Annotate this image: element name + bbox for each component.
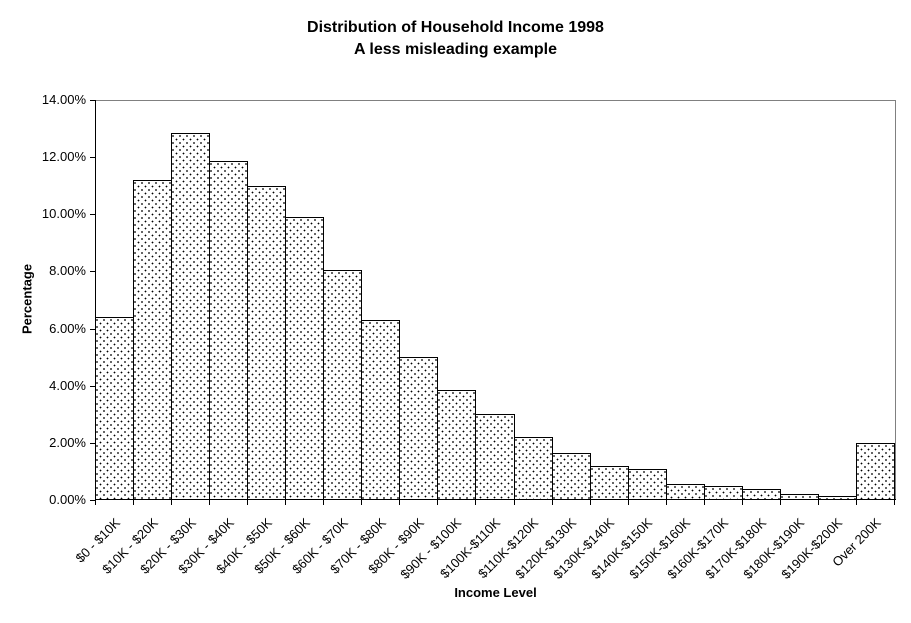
histogram-bar — [437, 390, 476, 500]
x-axis-line — [95, 499, 896, 500]
histogram-bar — [856, 443, 895, 500]
y-tick-label: 8.00% — [49, 263, 86, 278]
x-tick-mark — [590, 499, 591, 505]
x-tick-mark — [856, 499, 857, 505]
y-axis-line — [95, 100, 96, 500]
histogram-bar — [552, 453, 591, 500]
histogram-bar — [247, 186, 286, 500]
x-tick-mark — [209, 499, 210, 505]
y-tick-mark — [90, 443, 96, 444]
y-tick-mark — [90, 271, 96, 272]
histogram-bar — [704, 486, 743, 500]
histogram-bar — [133, 180, 172, 500]
histogram-bar — [171, 133, 210, 500]
histogram-bar — [95, 317, 134, 500]
histogram-bar — [666, 484, 705, 500]
x-tick-mark — [323, 499, 324, 505]
x-tick-mark — [894, 499, 895, 505]
x-tick-mark — [628, 499, 629, 505]
x-tick-mark — [704, 499, 705, 505]
x-axis-title: Income Level — [454, 585, 537, 600]
y-tick-label: 6.00% — [49, 321, 86, 336]
plot-border-right — [895, 100, 896, 500]
y-tick-label: 2.00% — [49, 435, 86, 450]
x-tick-mark — [437, 499, 438, 505]
y-tick-label: 4.00% — [49, 378, 86, 393]
y-tick-mark — [90, 157, 96, 158]
y-tick-mark — [90, 386, 96, 387]
x-tick-mark — [361, 499, 362, 505]
chart-title: Distribution of Household Income 1998 — [307, 19, 604, 36]
x-tick-mark — [285, 499, 286, 505]
x-tick-mark — [133, 499, 134, 505]
x-tick-mark — [818, 499, 819, 505]
x-tick-mark — [171, 499, 172, 505]
x-tick-mark — [780, 499, 781, 505]
y-tick-label: 12.00% — [41, 149, 86, 164]
histogram-bar — [399, 357, 438, 500]
chart-title-block: Distribution of Household Income 1998 A … — [0, 17, 911, 61]
y-tick-mark — [90, 329, 96, 330]
y-tick-mark — [90, 100, 96, 101]
y-tick-label: 10.00% — [41, 206, 86, 221]
x-tick-mark — [475, 499, 476, 505]
x-tick-mark — [666, 499, 667, 505]
histogram-bar — [323, 270, 362, 500]
plot-border-top — [95, 100, 896, 101]
histogram-bar — [209, 161, 248, 500]
y-tick-mark — [90, 500, 96, 501]
x-tick-mark — [742, 499, 743, 505]
histogram-bar — [475, 414, 515, 500]
x-tick-mark — [247, 499, 248, 505]
y-tick-mark — [90, 214, 96, 215]
histogram-bar — [514, 437, 553, 500]
x-tick-mark — [514, 499, 515, 505]
histogram-bar — [361, 320, 400, 500]
x-tick-mark — [399, 499, 400, 505]
y-tick-label: 0.00% — [49, 492, 86, 507]
y-tick-label: 14.00% — [41, 92, 86, 107]
chart-subtitle: A less misleading example — [353, 41, 558, 58]
x-tick-mark — [95, 499, 96, 505]
histogram-bar — [285, 217, 324, 500]
x-tick-mark — [552, 499, 553, 505]
histogram-bar — [590, 466, 629, 500]
histogram-bar — [628, 469, 667, 500]
